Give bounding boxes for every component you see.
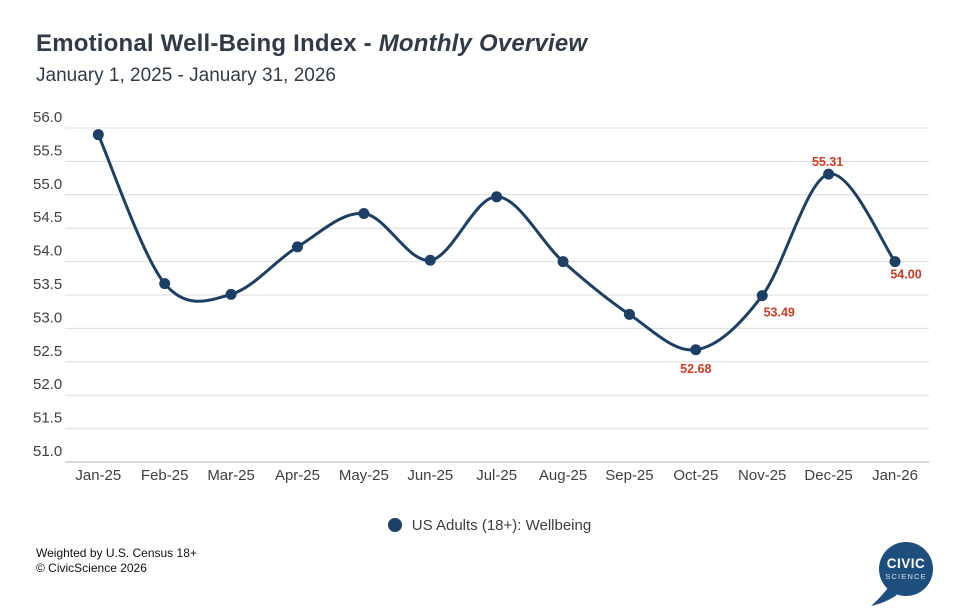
chart-legend: US Adults (18+): Wellbeing [0,515,979,535]
y-tick-label: 51.0 [33,443,62,460]
x-tick-label: Jun-25 [407,467,453,484]
x-tick-label: Sep-25 [605,467,653,484]
x-tick-label: Jan-26 [872,467,918,484]
data-point [623,308,635,320]
legend-marker-icon [387,518,402,532]
y-tick-label: 52.5 [33,343,62,360]
chart-footnote: Weighted by U.S. Census 18+ © CivicScien… [36,546,197,576]
logo-bubble-icon [879,542,933,596]
x-tick-label: Dec-25 [804,467,852,484]
data-point [225,288,237,300]
footnote-copyright: © CivicScience 2026 [36,561,147,575]
x-tick-label: Oct-25 [673,467,718,484]
data-point-label: 55.31 [812,155,843,169]
data-point [756,290,768,302]
chart-title-qualifier: Monthly Overview [378,30,588,57]
civicscience-logo: CIVIC SCIENCE [871,542,933,606]
data-point-label: 54.00 [890,268,921,282]
x-tick-label: Mar-25 [207,467,255,484]
y-tick-label: 52.0 [33,376,62,393]
data-point [557,256,569,268]
y-tick-label: 55.5 [33,142,62,159]
data-point [889,256,901,268]
data-point [491,191,503,203]
x-tick-label: Nov-25 [738,467,786,484]
data-point-label: 53.49 [764,306,795,320]
data-point [159,278,171,290]
y-tick-label: 56.0 [33,109,62,126]
logo-bubble-tail-icon [871,588,897,606]
x-tick-label: Aug-25 [539,467,587,484]
data-point [92,129,104,141]
y-tick-label: 54.0 [33,243,62,260]
footnote-weighting: Weighted by U.S. Census 18+ [36,546,197,560]
logo-text-civic: CIVIC [887,556,926,571]
x-tick-label: May-25 [339,467,389,484]
data-point [690,344,702,356]
logo-text-science: SCIENCE [885,572,926,581]
x-tick-label: Apr-25 [275,467,320,484]
chart-header: Emotional Well-Being Index - Monthly Ove… [36,30,587,87]
x-tick-label: Jan-25 [75,467,121,484]
legend-label: US Adults (18+): Wellbeing [411,516,592,534]
data-point [424,254,436,266]
x-tick-label: Feb-25 [141,467,189,484]
y-tick-label: 55.0 [33,176,62,193]
chart-title: Emotional Well-Being Index - Monthly Ove… [36,30,587,58]
data-point [823,168,835,180]
x-tick-label: Jul-25 [476,467,517,484]
data-point [358,208,370,220]
chart-subtitle: January 1, 2025 - January 31, 2026 [36,65,336,86]
y-tick-label: 53.5 [33,276,62,293]
chart-title-main: Emotional Well-Being Index - [36,30,379,57]
data-point [291,241,303,253]
data-point-label: 52.68 [680,362,711,376]
y-tick-label: 54.5 [33,209,62,226]
y-tick-label: 51.5 [33,410,62,427]
y-tick-label: 53.0 [33,309,62,326]
wellbeing-line-chart: 56.0 55.5 55.0 54.5 54.0 53.5 53.0 52.5 52.0 51.5… [33,109,929,484]
